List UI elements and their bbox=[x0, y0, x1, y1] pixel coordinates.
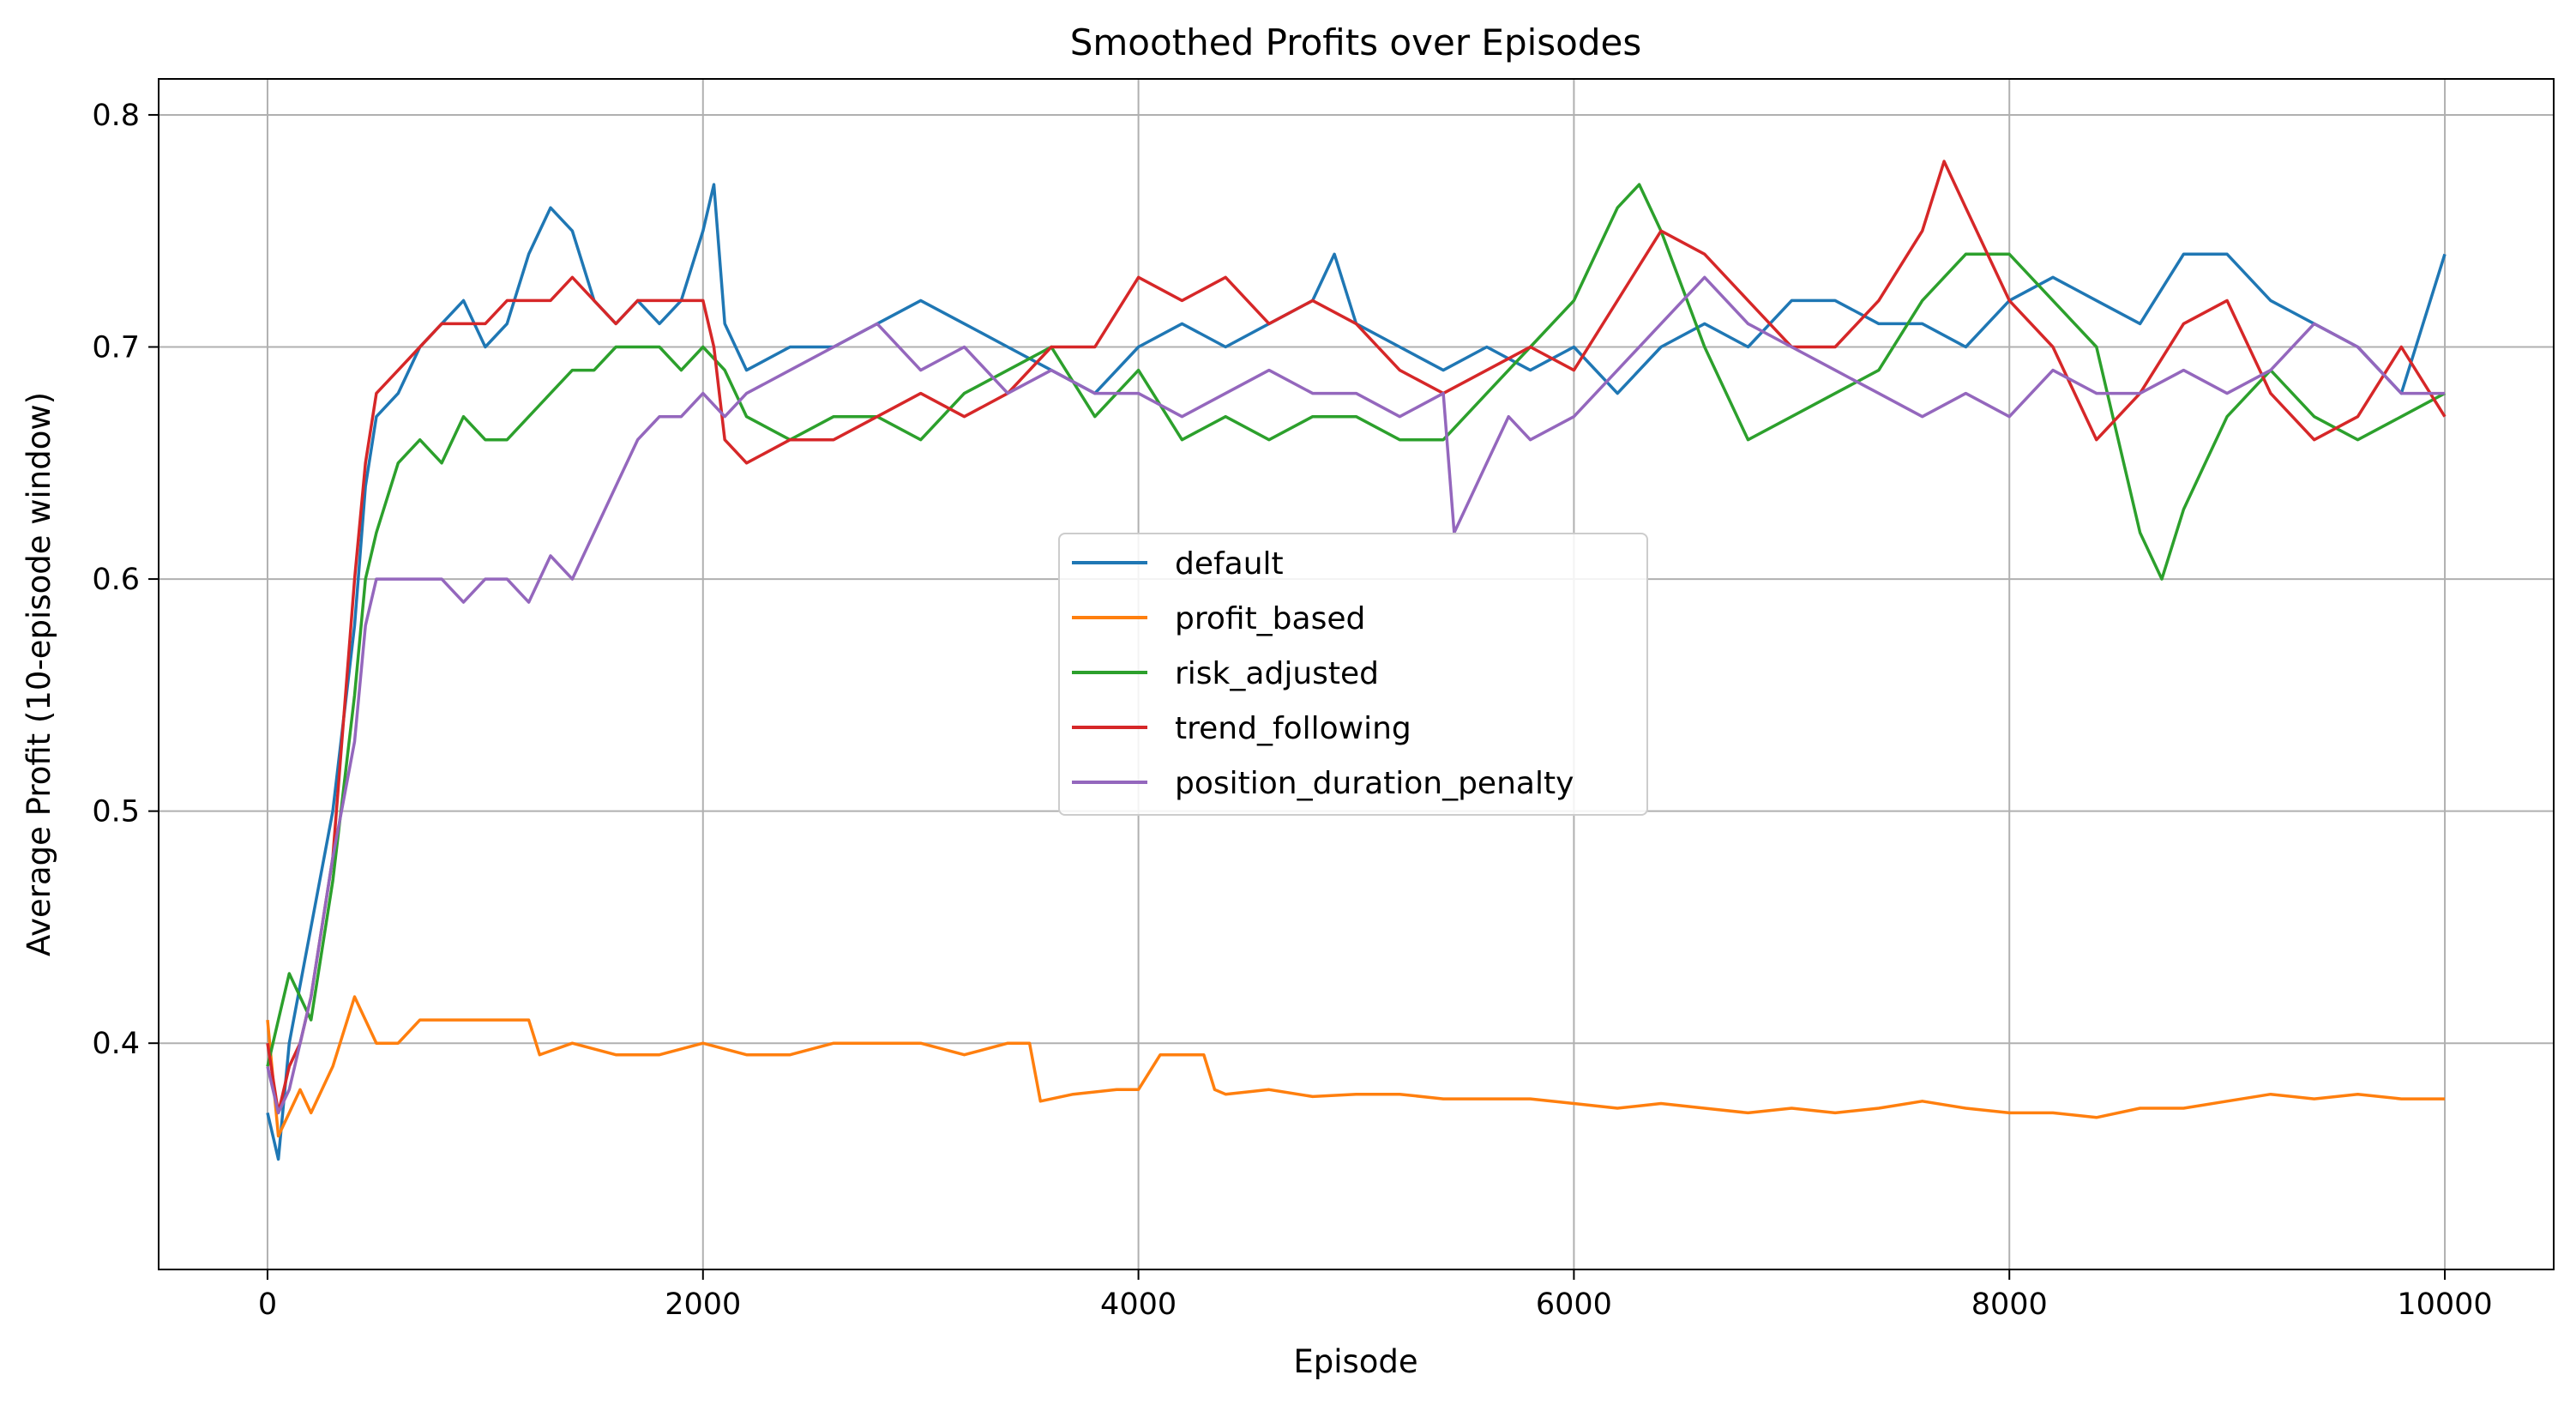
legend-label: profit_based bbox=[1175, 601, 1365, 636]
x-tick-label: 8000 bbox=[1971, 1287, 2048, 1322]
series-line-position-duration-penalty bbox=[266, 275, 2445, 1115]
legend-label: position_duration_penalty bbox=[1175, 766, 1574, 801]
chart-title: Smoothed Profits over Episodes bbox=[1070, 21, 1642, 63]
legend-box bbox=[1058, 533, 1648, 816]
y-tick-label: 0.4 bbox=[92, 1027, 140, 1061]
y-tick-label: 0.5 bbox=[92, 795, 140, 829]
legend-label: trend_following bbox=[1175, 711, 1411, 746]
y-tick-label: 0.6 bbox=[92, 563, 140, 597]
series-lines bbox=[266, 160, 2447, 1161]
x-tick-label: 0 bbox=[258, 1287, 277, 1322]
y-axis-label: Average Profit (10-episode window) bbox=[21, 392, 57, 956]
x-axis-label: Episode bbox=[1293, 1343, 1417, 1380]
plot-frame bbox=[158, 78, 2555, 1270]
x-tick-label: 6000 bbox=[1536, 1287, 1612, 1322]
axis-ticks: 0 2000 4000 6000 8000 10000 0.4 0.5 0.6 0.7 0.8 bbox=[92, 99, 2492, 1322]
y-tick-label: 0.8 bbox=[92, 99, 140, 133]
series-line-trend-following bbox=[266, 160, 2447, 1115]
x-tick-label: 10000 bbox=[2397, 1287, 2492, 1322]
x-tick-label: 4000 bbox=[1100, 1287, 1177, 1322]
legend: default profit_based risk_adjusted trend_fo… bbox=[1058, 533, 1648, 816]
series-line-profit-based bbox=[266, 995, 2445, 1138]
legend-label: default bbox=[1175, 546, 1284, 582]
x-tick-label: 2000 bbox=[665, 1287, 741, 1322]
legend-label: risk_adjusted bbox=[1175, 656, 1379, 691]
y-tick-label: 0.7 bbox=[92, 331, 140, 365]
